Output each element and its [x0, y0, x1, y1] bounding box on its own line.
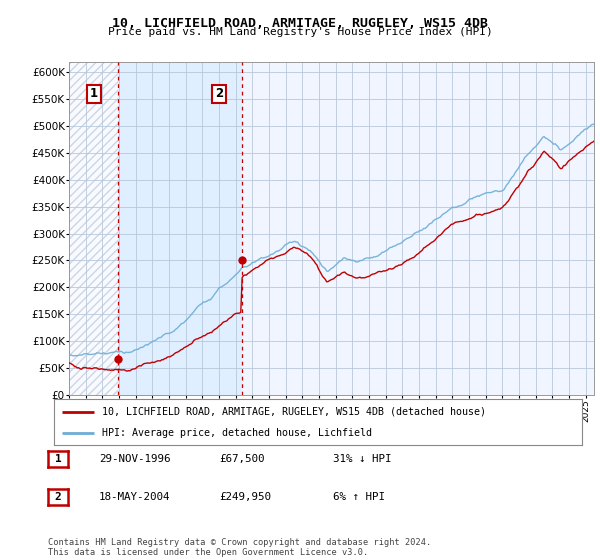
- Text: Contains HM Land Registry data © Crown copyright and database right 2024.
This d: Contains HM Land Registry data © Crown c…: [48, 538, 431, 557]
- Bar: [118, 62, 242, 395]
- Text: 10, LICHFIELD ROAD, ARMITAGE, RUGELEY, WS15 4DB: 10, LICHFIELD ROAD, ARMITAGE, RUGELEY, W…: [112, 17, 488, 30]
- Text: 2: 2: [215, 87, 223, 100]
- Text: HPI: Average price, detached house, Lichfield: HPI: Average price, detached house, Lich…: [101, 428, 371, 438]
- Text: 31% ↓ HPI: 31% ↓ HPI: [333, 454, 392, 464]
- Text: 6% ↑ HPI: 6% ↑ HPI: [333, 492, 385, 502]
- Text: £249,950: £249,950: [219, 492, 271, 502]
- Text: £67,500: £67,500: [219, 454, 265, 464]
- Text: Price paid vs. HM Land Registry's House Price Index (HPI): Price paid vs. HM Land Registry's House …: [107, 27, 493, 37]
- Text: 1: 1: [55, 454, 61, 464]
- Text: 18-MAY-2004: 18-MAY-2004: [99, 492, 170, 502]
- Text: 1: 1: [90, 87, 98, 100]
- Text: 10, LICHFIELD ROAD, ARMITAGE, RUGELEY, WS15 4DB (detached house): 10, LICHFIELD ROAD, ARMITAGE, RUGELEY, W…: [101, 407, 485, 417]
- Text: 2: 2: [55, 492, 61, 502]
- Text: 29-NOV-1996: 29-NOV-1996: [99, 454, 170, 464]
